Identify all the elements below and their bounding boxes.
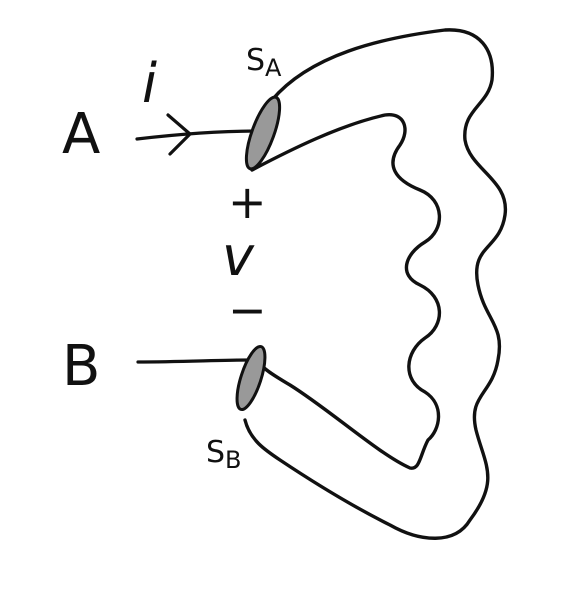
surface-b-ellipse bbox=[235, 344, 267, 412]
surface-b-subscript: B bbox=[225, 446, 241, 474]
wire-b bbox=[136, 358, 252, 364]
minus-sign: − bbox=[228, 283, 267, 337]
surface-a-subscript: A bbox=[265, 54, 282, 82]
element-outer-boundary bbox=[243, 28, 508, 540]
element-inner-boundary bbox=[250, 113, 442, 470]
wire-a bbox=[135, 129, 262, 141]
surface-a-label: SA bbox=[246, 43, 282, 82]
surface-b-letter: S bbox=[206, 435, 225, 470]
terminal-a-label: A bbox=[62, 102, 100, 167]
surface-b-label: SB bbox=[206, 435, 242, 474]
surface-a-ellipse bbox=[244, 95, 282, 171]
terminal-b-label: B bbox=[62, 334, 100, 399]
plus-sign: + bbox=[228, 175, 267, 229]
surface-a-letter: S bbox=[246, 43, 265, 78]
current-arrow bbox=[166, 113, 192, 156]
voltage-label: v bbox=[222, 225, 255, 288]
current-label: i bbox=[142, 52, 157, 115]
